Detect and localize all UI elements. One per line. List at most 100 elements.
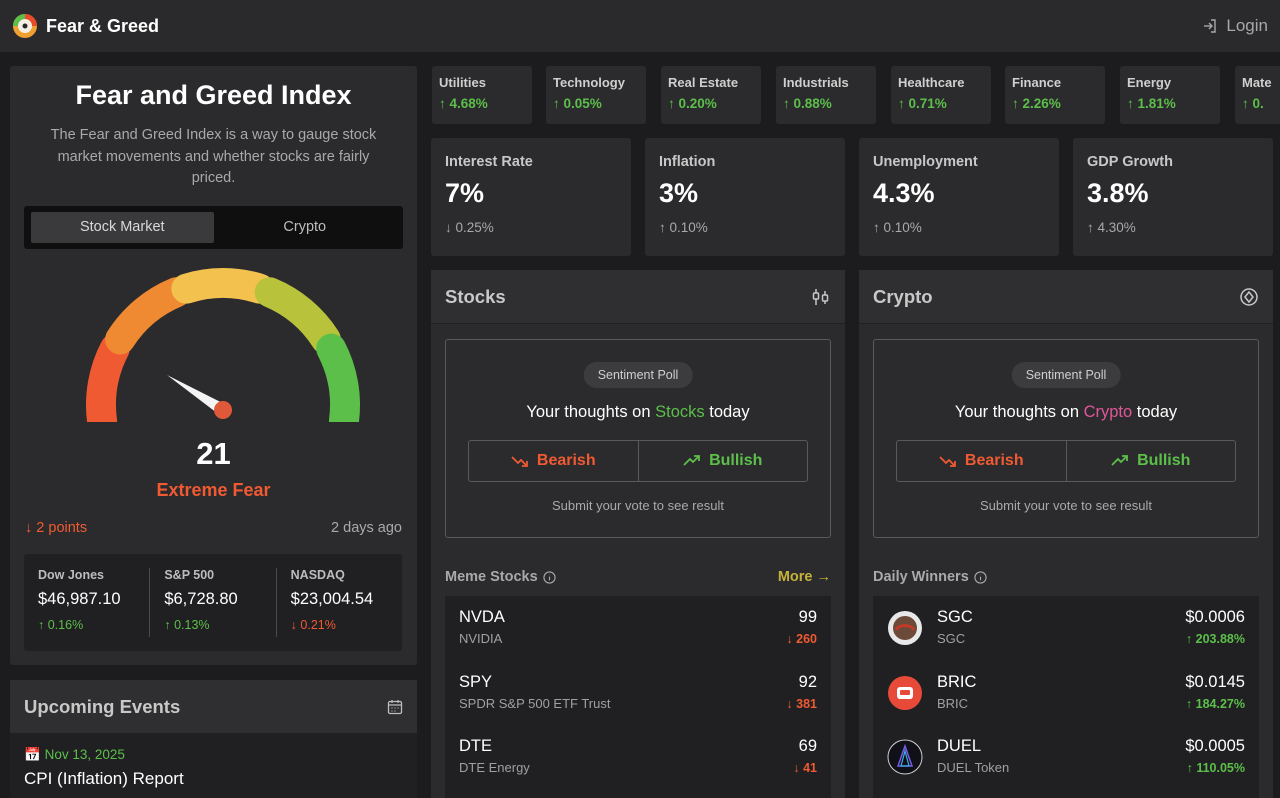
gauge-segment-extreme-fear: [86, 333, 130, 422]
stock-name: SPDR S&P 500 ETF Trust: [459, 695, 611, 711]
event-title: CPI (Inflation) Report: [24, 769, 184, 788]
info-icon[interactable]: [543, 570, 556, 584]
index-nasdaq[interactable]: NASDAQ $23,004.54 ↓ 0.21%: [275, 568, 402, 637]
macro-gdp-growth[interactable]: GDP Growth 3.8% ↑ 4.30%: [1073, 138, 1273, 256]
list-item[interactable]: BRIC BRIC $0.0145 ↑ 184.27%: [873, 673, 1259, 738]
sector-technology[interactable]: Technology ↑ 0.05%: [546, 66, 646, 124]
sector-name: Real Estate: [668, 75, 739, 90]
sector-change: ↑ 1.81%: [1127, 96, 1176, 111]
event-date-text: Nov 13, 2025: [44, 747, 125, 762]
gauge-segment-greed: [254, 277, 341, 355]
sector-materials[interactable]: Mate ↑ 0.: [1235, 66, 1280, 124]
bullish-button[interactable]: Bullish: [637, 441, 808, 481]
sector-change-value: 0.05%: [563, 96, 602, 111]
sector-name: Mate: [1242, 75, 1272, 90]
sector-change: ↑ 0.20%: [668, 96, 717, 111]
calendar-emoji-icon: 📅: [24, 747, 41, 762]
stock-name: DTE Energy: [459, 760, 530, 775]
logo-icon: [13, 14, 37, 38]
coin-value: $0.0145: [1185, 672, 1245, 691]
list-title: Meme Stocks: [445, 569, 538, 585]
macro-change: ↑ 4.30%: [1087, 220, 1136, 235]
gauge-segment-fear: [105, 277, 192, 355]
more-link[interactable]: More →: [778, 569, 831, 585]
tab-stock-market[interactable]: Stock Market: [31, 211, 214, 243]
sector-change: ↑ 0.88%: [783, 96, 832, 111]
brand-logo[interactable]: Fear & Greed: [12, 13, 159, 39]
candlestick-icon[interactable]: [811, 287, 831, 307]
macro-value: 3.8%: [1087, 178, 1149, 208]
sector-change-value: 2.26%: [1022, 96, 1061, 111]
sector-industrials[interactable]: Industrials ↑ 0.88%: [776, 66, 876, 124]
stocks-header: Stocks: [431, 270, 845, 324]
macro-unemployment[interactable]: Unemployment 4.3% ↑ 0.10%: [859, 138, 1059, 256]
sector-healthcare[interactable]: Healthcare ↑ 0.71%: [891, 66, 991, 124]
macro-inflation[interactable]: Inflation 3% ↑ 0.10%: [645, 138, 845, 256]
macro-change-value: 0.10%: [883, 220, 922, 235]
bearish-label: Bearish: [536, 452, 596, 469]
index-change-value: 0.13%: [174, 618, 210, 632]
stock-value: 99: [798, 608, 817, 626]
bearish-button[interactable]: Bearish: [469, 441, 638, 481]
bric-coin-icon: [888, 675, 922, 710]
sector-name: Finance: [1012, 75, 1062, 90]
trend-up-icon: [1111, 455, 1128, 466]
index-dow-jones[interactable]: Dow Jones $46,987.10 ↑ 0.16%: [24, 568, 149, 637]
coin-name: BRIC: [937, 695, 969, 711]
list-item[interactable]: DTE DTE Energy 69 ↓ 41: [445, 737, 831, 798]
macro-value: 4.3%: [873, 178, 935, 208]
list-item[interactable]: SPY SPDR S&P 500 ETF Trust 92 ↓ 381: [445, 673, 831, 738]
tab-crypto[interactable]: Crypto: [283, 219, 327, 235]
poll-buttons: Bearish Bullish: [468, 440, 808, 482]
index-description: The Fear and Greed Index is a way to gau…: [50, 127, 377, 186]
coin-symbol: SGC: [937, 608, 973, 626]
trend-down-icon: [511, 456, 528, 467]
sector-change-value: 0.88%: [793, 96, 832, 111]
macro-label: Inflation: [659, 154, 716, 170]
bearish-button[interactable]: Bearish: [897, 441, 1066, 481]
info-icon[interactable]: [974, 570, 987, 584]
sector-finance[interactable]: Finance ↑ 2.26%: [1005, 66, 1105, 124]
event-item[interactable]: 📅 Nov 13, 2025 CPI (Inflation) Report: [10, 733, 417, 798]
index-label: Extreme Fear: [156, 480, 271, 500]
coin-change: ↑ 203.88%: [1185, 632, 1245, 646]
sector-name: Healthcare: [898, 75, 965, 90]
poll-subject: Crypto: [1083, 403, 1133, 421]
poll-subject: Stocks: [655, 403, 705, 421]
daily-winners-header: Daily Winners: [859, 568, 1273, 586]
list-item[interactable]: DUEL DUEL Token $0.0005 ↑ 110.05%: [873, 737, 1259, 798]
macro-interest-rate[interactable]: Interest Rate 7% ↓ 0.25%: [431, 138, 631, 256]
index-sp500[interactable]: S&P 500 $6,728.80 ↑ 0.13%: [149, 568, 275, 637]
crypto-panel: Crypto Sentiment Poll Your thoughts on C…: [859, 270, 1273, 798]
sector-change-value: 4.68%: [449, 96, 488, 111]
poll-badge: Sentiment Poll: [583, 362, 693, 388]
arrow-right-icon: →: [816, 569, 832, 585]
bullish-button[interactable]: Bullish: [1065, 441, 1236, 481]
sector-energy[interactable]: Energy ↑ 1.81%: [1120, 66, 1220, 124]
macro-change: ↑ 0.10%: [659, 220, 708, 235]
list-item[interactable]: NVDA NVIDIA 99 ↓ 260: [445, 608, 831, 673]
crypto-coin-icon[interactable]: [1239, 287, 1259, 307]
list-title: Daily Winners: [873, 569, 969, 585]
poll-buttons: Bearish Bullish: [896, 440, 1236, 482]
coin-value: $0.0005: [1185, 737, 1245, 755]
coin-symbol: BRIC: [937, 672, 977, 691]
login-label: Login: [1226, 16, 1268, 35]
index-score: 21: [196, 436, 231, 471]
index-value: $6,728.80: [164, 590, 238, 608]
sector-change-value: 1.81%: [1137, 96, 1176, 111]
brand-name: Fear & Greed: [46, 15, 160, 36]
calendar-icon[interactable]: [387, 699, 403, 715]
login-button[interactable]: Login: [1202, 16, 1268, 36]
coin-change-value: 203.88%: [1195, 632, 1245, 646]
sector-change: ↑ 0.71%: [898, 96, 947, 111]
points-change-value: 2 points: [36, 520, 88, 536]
stock-change-value: 41: [803, 761, 817, 775]
macro-change-value: 4.30%: [1097, 220, 1136, 235]
login-icon: [1204, 19, 1217, 33]
gauge-needle-cap: [214, 401, 232, 419]
poll-question: Your thoughts on Crypto today: [874, 403, 1258, 422]
list-item[interactable]: SGC SGC $0.0006 ↑ 203.88%: [873, 608, 1259, 673]
sector-utilities[interactable]: Utilities ↑ 4.68%: [432, 66, 532, 124]
sector-real-estate[interactable]: Real Estate ↑ 0.20%: [661, 66, 761, 124]
